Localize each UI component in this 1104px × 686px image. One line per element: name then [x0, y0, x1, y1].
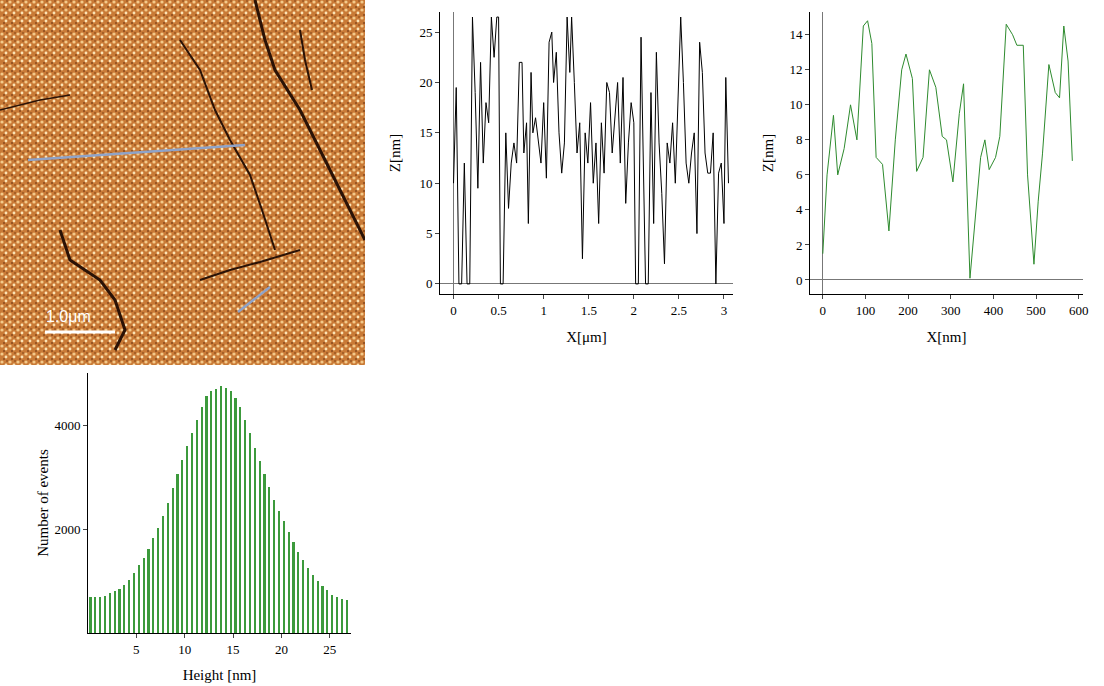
- svg-text:4: 4: [796, 202, 803, 217]
- svg-text:400: 400: [984, 303, 1004, 318]
- svg-text:Z[nm]: Z[nm]: [387, 134, 403, 172]
- svg-text:Z[nm]: Z[nm]: [760, 134, 776, 172]
- svg-text:25: 25: [323, 642, 336, 657]
- svg-text:2.5: 2.5: [671, 303, 687, 318]
- svg-text:100: 100: [856, 303, 876, 318]
- svg-text:4000: 4000: [54, 418, 80, 433]
- svg-text:10: 10: [178, 642, 191, 657]
- svg-text:0: 0: [450, 303, 457, 318]
- svg-text:300: 300: [941, 303, 961, 318]
- svg-text:2: 2: [796, 238, 803, 253]
- svg-text:0: 0: [796, 273, 803, 288]
- svg-text:8: 8: [796, 132, 803, 147]
- svg-text:X[μm]: X[μm]: [566, 329, 607, 345]
- svg-text:2: 2: [631, 303, 638, 318]
- svg-text:0.5: 0.5: [490, 303, 506, 318]
- svg-text:6: 6: [796, 167, 803, 182]
- svg-text:600: 600: [1069, 303, 1089, 318]
- svg-text:X[nm]: X[nm]: [927, 329, 967, 345]
- svg-text:10: 10: [419, 176, 432, 191]
- svg-text:2000: 2000: [54, 522, 80, 537]
- svg-text:Number of events: Number of events: [35, 449, 51, 557]
- html-text:1.0μm: 1.0μm: [46, 308, 91, 325]
- svg-text:25: 25: [419, 25, 432, 40]
- svg-text:12: 12: [789, 62, 802, 77]
- svg-text:20: 20: [419, 75, 432, 90]
- svg-text:0: 0: [426, 276, 433, 291]
- svg-text:20: 20: [275, 642, 288, 657]
- svg-text:5: 5: [426, 226, 433, 241]
- svg-text:10: 10: [789, 97, 802, 112]
- svg-text:Height [nm]: Height [nm]: [183, 667, 257, 683]
- svg-text:1: 1: [540, 303, 547, 318]
- svg-text:0: 0: [820, 303, 827, 318]
- svg-text:1.5: 1.5: [581, 303, 597, 318]
- svg-text:5: 5: [133, 642, 140, 657]
- svg-text:200: 200: [898, 303, 918, 318]
- svg-text:14: 14: [789, 27, 803, 42]
- svg-text:3: 3: [721, 303, 728, 318]
- svg-text:15: 15: [227, 642, 240, 657]
- svg-text:15: 15: [419, 125, 432, 140]
- svg-text:500: 500: [1026, 303, 1046, 318]
